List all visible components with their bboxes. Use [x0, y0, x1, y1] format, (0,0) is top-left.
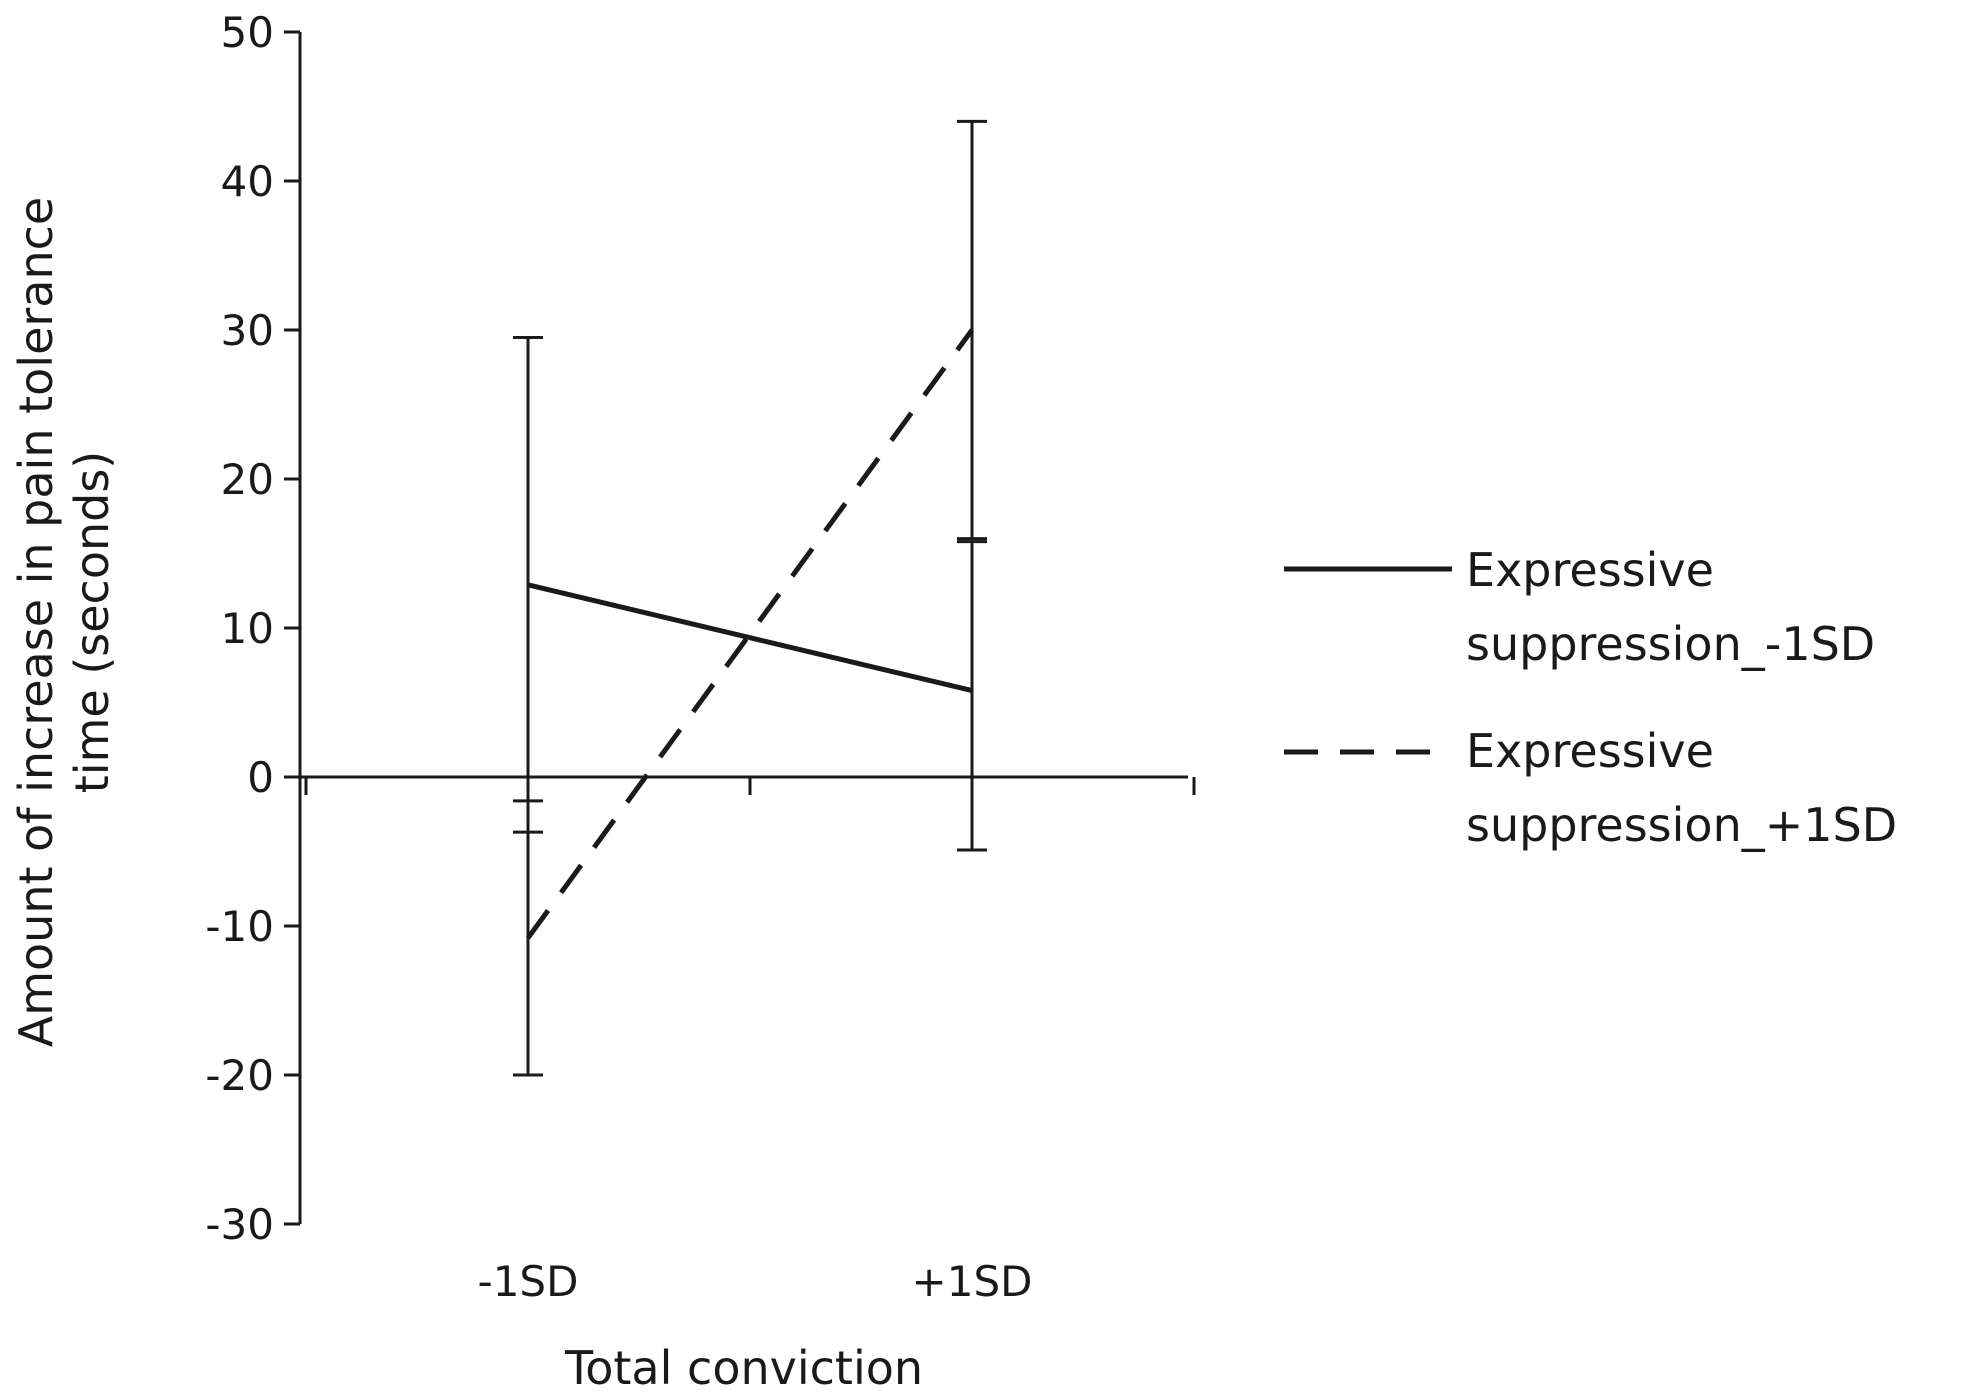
- series-2: [513, 119, 987, 1077]
- legend: Expressive suppression_-1SD Expressive supp…: [1284, 543, 1897, 852]
- y-tick-label: -20: [205, 1051, 274, 1100]
- axes: [284, 30, 1196, 1226]
- x-axis-title: Total conviction: [564, 1341, 923, 1394]
- y-tick-label: -10: [205, 902, 274, 951]
- series-line: [525, 328, 975, 940]
- legend-label: suppression_-1SD: [1466, 617, 1875, 671]
- y-tick-label: 20: [221, 455, 274, 504]
- y-tick-label: 0: [247, 753, 274, 802]
- y-tick-label: 10: [221, 604, 274, 653]
- legend-item-1: Expressive suppression_-1SD: [1284, 543, 1875, 671]
- legend-label: Expressive: [1466, 724, 1714, 778]
- y-tick-label: -30: [205, 1200, 274, 1249]
- y-tick-label: 30: [221, 306, 274, 355]
- series-line: [527, 582, 973, 694]
- series-1: [513, 335, 987, 852]
- y-axis-title-line: Amount of increase in pain tolerance: [9, 197, 63, 1047]
- x-tick-label: -1SD: [478, 1257, 579, 1306]
- y-tick-label: 40: [221, 157, 274, 206]
- y-tick-label: 50: [221, 8, 274, 57]
- legend-label: Expressive: [1466, 543, 1714, 597]
- series-layer: [513, 119, 987, 1077]
- legend-label: suppression_+1SD: [1466, 798, 1897, 852]
- legend-item-2: Expressive suppression_+1SD: [1284, 724, 1897, 852]
- y-axis-title-line: time (seconds): [65, 451, 119, 793]
- labels-layer: 50 40 30 20 10 0 -10 -20 -30 -1SD +1SD Total convic…: [9, 8, 1032, 1394]
- x-tick-label: +1SD: [912, 1257, 1033, 1306]
